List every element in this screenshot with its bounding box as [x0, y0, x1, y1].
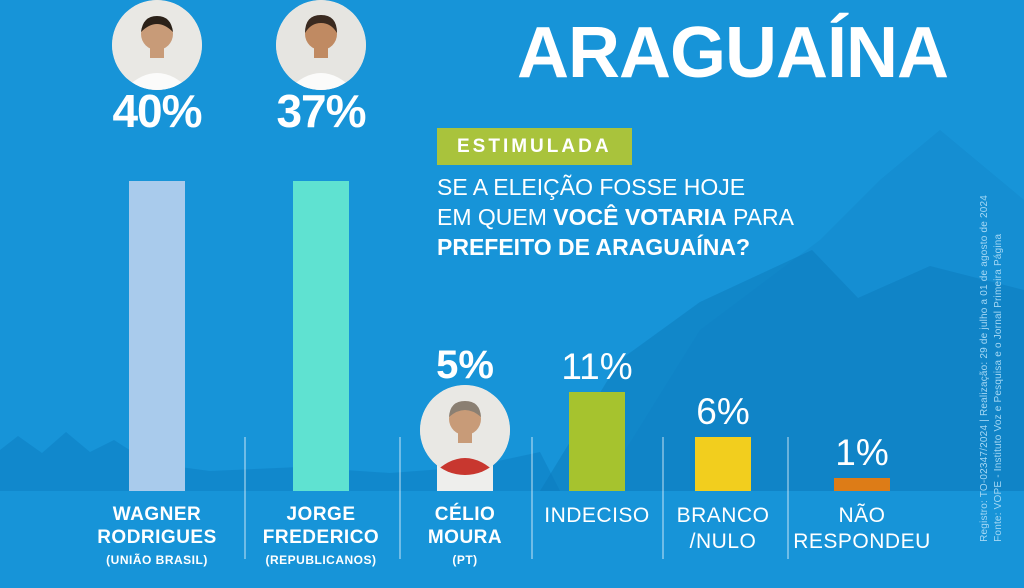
registration-footnote: Registro: TO-02347/2024 | Realização: 29…: [978, 195, 1006, 542]
column-celio-moura: 5% CÉLIO MOURA (PT): [390, 0, 540, 588]
candidate-label: JORGE FREDERICO (REPUBLICANOS): [241, 503, 401, 567]
bar-wagner: [129, 181, 185, 491]
candidate-last-name: FREDERICO: [262, 527, 380, 548]
person-avatar-icon: [112, 0, 202, 90]
bar-branco-nulo: [695, 437, 751, 491]
category-name: RESPONDEU: [793, 530, 931, 553]
candidate-last-name: MOURA: [427, 527, 503, 548]
jorge-photo: [276, 0, 366, 90]
category-name: /NULO: [689, 530, 757, 553]
candidate-label: WAGNER RODRIGUES (UNIÃO BRASIL): [77, 503, 237, 567]
candidate-label: CÉLIO MOURA (PT): [385, 503, 545, 567]
percentage-label: 11%: [561, 346, 633, 387]
column-wagner-rodrigues: 40% WAGNER RODRIGUES (UNIÃO BRASIL): [82, 0, 232, 588]
party-label: (REPUBLICANOS): [265, 553, 377, 567]
party-label: (UNIÃO BRASIL): [106, 553, 208, 567]
column-divider: [399, 437, 401, 559]
category-name: NÃO: [838, 504, 886, 527]
category-name: INDECISO: [544, 504, 650, 527]
celio-photo: [420, 385, 510, 475]
question-line-3: PREFEITO DE ARAGUAÍNA?: [437, 234, 751, 260]
percentage-label: 6%: [696, 391, 750, 432]
stimulated-badge: ESTIMULADA: [437, 128, 632, 165]
party-label: (PT): [452, 553, 478, 567]
column-divider: [787, 437, 789, 559]
percentage-label: 40%: [112, 85, 202, 137]
question-line-2: EM QUEM VOCÊ VOTARIA PARA: [437, 204, 794, 230]
column-jorge-frederico: 37% JORGE FREDERICO (REPUBLICANOS): [246, 0, 396, 588]
candidate-first-name: CÉLIO: [434, 504, 496, 525]
column-divider: [662, 437, 664, 559]
category-label: BRANCO /NULO: [643, 503, 803, 555]
candidate-first-name: WAGNER: [112, 504, 202, 525]
candidate-last-name: RODRIGUES: [97, 527, 217, 548]
category-label: INDECISO: [517, 503, 677, 529]
percentage-label: 37%: [276, 85, 366, 137]
person-avatar-icon: [276, 0, 366, 90]
column-indeciso: 11% INDECISO: [522, 0, 672, 588]
percentage-label: 5%: [436, 343, 494, 387]
percentage-label: 1%: [835, 432, 889, 473]
bar-indeciso: [569, 392, 625, 491]
bar-jorge: [293, 181, 349, 491]
column-nao-respondeu: 1% NÃO RESPONDEU: [787, 0, 937, 588]
question-line-1: SE A ELEIÇÃO FOSSE HOJE: [437, 174, 746, 200]
footnote-line-2: Fonte: VOPE - Instituto Voz e Pesquisa e…: [993, 233, 1004, 542]
column-branco-nulo: 6% BRANCO /NULO: [648, 0, 798, 588]
category-label: NÃO RESPONDEU: [782, 503, 942, 555]
column-divider: [244, 437, 246, 559]
poll-question: SE A ELEIÇÃO FOSSE HOJE EM QUEM VOCÊ VOT…: [437, 172, 794, 262]
candidate-first-name: JORGE: [286, 504, 356, 525]
person-avatar-icon: [420, 385, 510, 475]
category-name: BRANCO: [676, 504, 770, 527]
bar-nao-respondeu: [834, 478, 890, 491]
wagner-photo: [112, 0, 202, 90]
page-title: ARAGUAÍNA: [517, 13, 949, 93]
column-divider: [531, 437, 533, 559]
footnote-line-1: Registro: TO-02347/2024 | Realização: 29…: [979, 195, 990, 542]
